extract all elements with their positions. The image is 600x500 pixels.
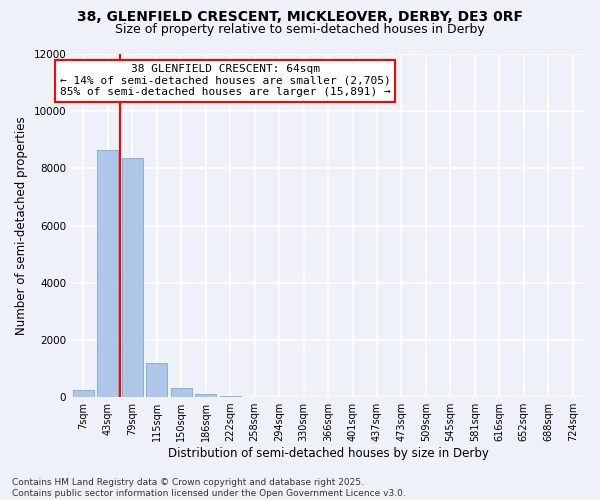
Text: 38, GLENFIELD CRESCENT, MICKLEOVER, DERBY, DE3 0RF: 38, GLENFIELD CRESCENT, MICKLEOVER, DERB…	[77, 10, 523, 24]
Bar	[122, 158, 143, 397]
Text: Size of property relative to semi-detached houses in Derby: Size of property relative to semi-detach…	[115, 22, 485, 36]
Bar	[146, 363, 167, 397]
Bar	[171, 388, 191, 397]
Bar	[220, 396, 241, 397]
Bar	[97, 150, 118, 397]
X-axis label: Distribution of semi-detached houses by size in Derby: Distribution of semi-detached houses by …	[167, 447, 488, 460]
Bar	[196, 394, 216, 397]
Y-axis label: Number of semi-detached properties: Number of semi-detached properties	[15, 116, 28, 335]
Text: Contains HM Land Registry data © Crown copyright and database right 2025.
Contai: Contains HM Land Registry data © Crown c…	[12, 478, 406, 498]
Bar	[73, 390, 94, 397]
Text: 38 GLENFIELD CRESCENT: 64sqm
← 14% of semi-detached houses are smaller (2,705)
8: 38 GLENFIELD CRESCENT: 64sqm ← 14% of se…	[60, 64, 391, 98]
